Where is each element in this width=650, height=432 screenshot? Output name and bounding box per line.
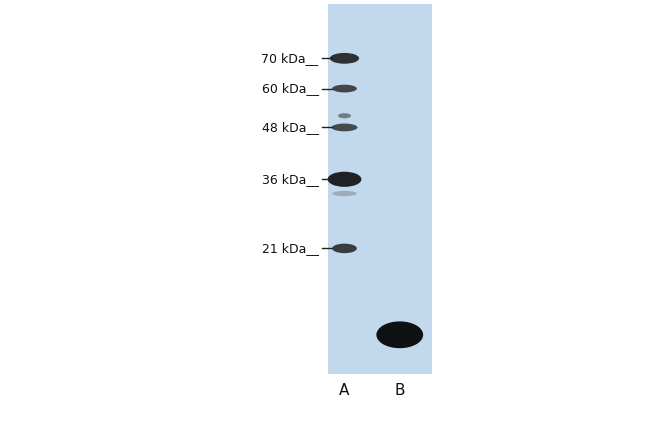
Ellipse shape xyxy=(332,244,357,253)
Text: 70 kDa__: 70 kDa__ xyxy=(261,52,318,65)
Ellipse shape xyxy=(328,172,361,187)
Ellipse shape xyxy=(332,85,357,92)
Text: 48 kDa__: 48 kDa__ xyxy=(261,121,318,134)
Text: 21 kDa__: 21 kDa__ xyxy=(261,242,318,255)
Text: 36 kDa__: 36 kDa__ xyxy=(261,173,318,186)
Ellipse shape xyxy=(338,113,351,118)
Text: 60 kDa__: 60 kDa__ xyxy=(261,82,318,95)
Ellipse shape xyxy=(332,191,357,196)
Text: B: B xyxy=(395,384,405,398)
Ellipse shape xyxy=(330,53,359,64)
Bar xyxy=(328,4,432,374)
Text: A: A xyxy=(339,384,350,398)
Ellipse shape xyxy=(332,124,358,131)
Ellipse shape xyxy=(376,321,423,348)
